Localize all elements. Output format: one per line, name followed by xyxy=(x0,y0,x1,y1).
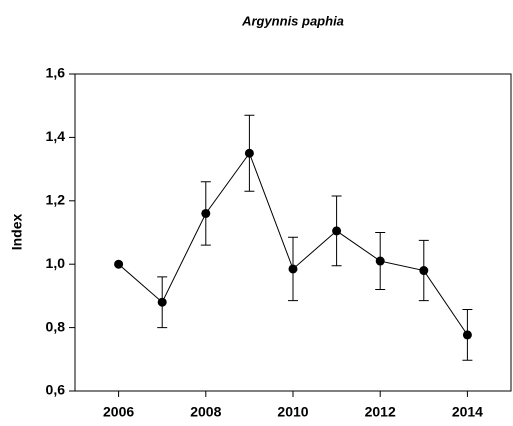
data-point xyxy=(419,266,429,276)
x-tick-label: 2010 xyxy=(277,404,308,420)
x-tick-label: 2014 xyxy=(452,404,483,420)
y-tick-label: 1,2 xyxy=(46,192,66,208)
data-point xyxy=(375,256,385,266)
data-point xyxy=(462,330,472,340)
data-point xyxy=(201,208,211,218)
data-point xyxy=(288,264,298,274)
y-tick-label: 1,4 xyxy=(46,128,66,144)
y-tick-label: 1,0 xyxy=(46,255,66,271)
x-tick-label: 2006 xyxy=(103,404,134,420)
chart-title: Argynnis paphia xyxy=(241,13,344,28)
y-tick-label: 1,6 xyxy=(46,65,66,81)
data-point xyxy=(114,259,124,269)
data-point xyxy=(157,297,167,307)
y-tick-label: 0,8 xyxy=(46,318,66,334)
plot-frame xyxy=(74,73,512,392)
data-point xyxy=(332,226,342,236)
x-tick-label: 2012 xyxy=(365,404,396,420)
x-tick-label: 2008 xyxy=(190,404,221,420)
data-point xyxy=(244,148,254,158)
y-axis-label: Index xyxy=(9,214,25,251)
y-tick-label: 0,6 xyxy=(46,382,66,398)
